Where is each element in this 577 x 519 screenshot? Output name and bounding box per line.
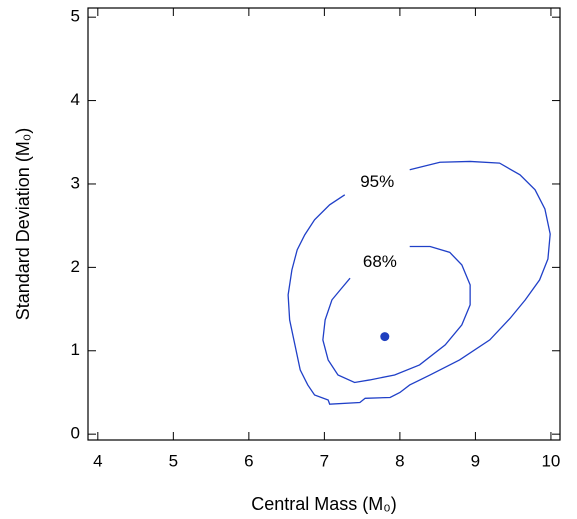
contour-label: 95% xyxy=(360,172,394,191)
best-fit-point xyxy=(380,332,390,342)
contour-line xyxy=(287,160,551,405)
y-tick-label: 5 xyxy=(71,7,80,26)
x-tick-label: 6 xyxy=(244,451,253,470)
contour-label: 68% xyxy=(363,252,397,271)
y-tick-label: 4 xyxy=(71,90,80,109)
x-tick-label: 4 xyxy=(93,451,102,470)
y-tick-label: 2 xyxy=(71,257,80,276)
y-tick-label: 1 xyxy=(71,340,80,359)
plot-frame xyxy=(87,7,561,441)
x-tick-label: 10 xyxy=(541,451,560,470)
y-axis-label: Standard Deviation (M₀) xyxy=(13,128,33,321)
x-tick-label: 8 xyxy=(395,451,404,470)
x-tick-label: 5 xyxy=(169,451,178,470)
x-axis-label: Central Mass (M₀) xyxy=(251,494,397,514)
x-tick-label: 7 xyxy=(320,451,329,470)
contour-line xyxy=(322,245,471,384)
y-tick-label: 3 xyxy=(71,173,80,192)
x-tick-label: 9 xyxy=(471,451,480,470)
y-tick-label: 0 xyxy=(71,424,80,443)
